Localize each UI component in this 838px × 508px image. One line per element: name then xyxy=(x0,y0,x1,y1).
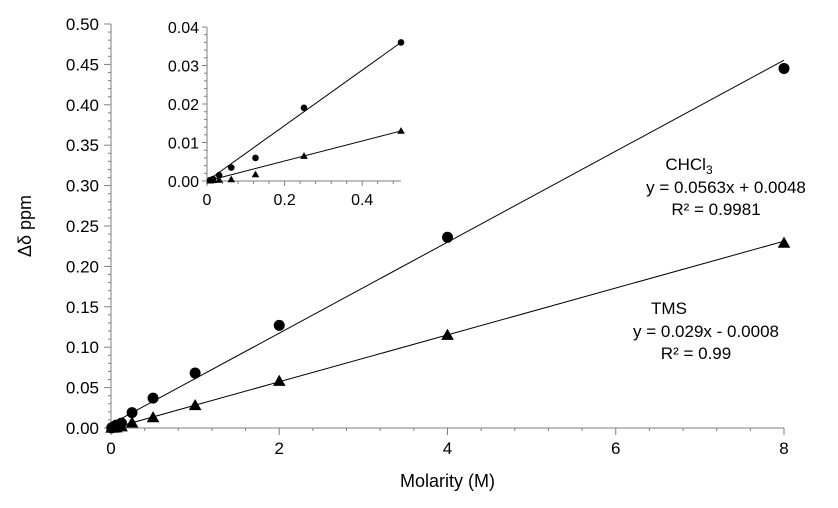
inset-point-tms xyxy=(227,175,236,183)
inset-y-tick-label: 0.03 xyxy=(168,59,199,76)
main-x-axis-title: Molarity (M) xyxy=(400,471,495,491)
main-point-chcl3 xyxy=(126,407,138,419)
inset-point-tms xyxy=(215,176,223,183)
annotation-chcl3-r2: R² = 0.9981 xyxy=(671,200,760,219)
main-y-tick-label: 0.25 xyxy=(66,217,99,236)
main-x-tick-label: 0 xyxy=(106,439,115,458)
inset-point-tms xyxy=(209,176,217,184)
main-y-tick-label: 0.10 xyxy=(66,338,99,357)
main-point-tms xyxy=(146,411,160,423)
main-y-tick-label: 0.40 xyxy=(66,96,99,115)
annotation-tms-r2: R² = 0.99 xyxy=(661,344,731,363)
inset-y-tick-label: 0.00 xyxy=(168,174,199,191)
main-y-tick-label: 0.15 xyxy=(66,298,99,317)
main-point-tms xyxy=(441,328,454,340)
main-point-tms xyxy=(125,416,139,428)
main-x-tick-label: 8 xyxy=(779,439,788,458)
main-point-chcl3 xyxy=(778,62,790,74)
inset-fit-line-chcl3 xyxy=(206,41,402,182)
main-y-tick-label: 0.00 xyxy=(66,419,99,438)
main-x-tick-label: 4 xyxy=(443,439,452,458)
inset-point-chcl3 xyxy=(397,39,405,46)
main-y-tick-label: 0.50 xyxy=(66,15,99,34)
annotation-tms-equation: y = 0.029x - 0.0008 xyxy=(633,322,779,341)
inset-point-tms xyxy=(251,170,260,178)
main-chart: 0.000.050.100.150.200.250.300.350.400.45… xyxy=(15,15,806,491)
inset-point-chcl3 xyxy=(252,154,259,162)
inset-point-tms xyxy=(397,127,405,134)
annotation-chcl3-name-base: CHCl xyxy=(665,155,706,174)
annotation-tms-name: TMS xyxy=(651,299,687,318)
inset-x-tick-label: 0.4 xyxy=(351,192,373,209)
main-y-tick-label: 0.20 xyxy=(66,257,99,276)
inset-point-chcl3 xyxy=(215,171,223,179)
annotation-chcl3-name-subscript: 3 xyxy=(706,163,713,177)
main-y-axis-title: Δδ ppm xyxy=(15,195,35,257)
main-point-tms xyxy=(777,236,791,248)
inset-chart: 0.00 0.01 0.02 0.03 0.04 0 0.2 0.4 xyxy=(168,20,405,209)
inset-y-tick-label: 0.01 xyxy=(168,136,199,153)
main-y-tick-label: 0.45 xyxy=(66,55,99,74)
main-x-tick-label: 2 xyxy=(275,439,284,458)
main-y-tick-label: 0.35 xyxy=(66,136,99,155)
main-point-tms xyxy=(188,399,202,411)
main-point-tms xyxy=(115,420,128,432)
inset-x-tick-label: 0.2 xyxy=(273,192,295,209)
inset-point-tms xyxy=(300,152,308,159)
main-y-tick-label: 0.30 xyxy=(66,177,99,196)
main-point-chcl3 xyxy=(147,392,159,404)
main-point-chcl3 xyxy=(189,367,201,379)
main-point-chcl3 xyxy=(442,231,453,243)
main-point-tms xyxy=(272,374,286,386)
inset-point-chcl3 xyxy=(300,104,308,112)
inset-y-tick-label: 0.04 xyxy=(168,20,199,37)
annotation-chcl3-equation: y = 0.0563x + 0.0048 xyxy=(646,178,806,197)
annotation-chcl3-name: CHCl3 xyxy=(665,155,713,177)
main-point-chcl3 xyxy=(273,319,285,331)
inset-point-chcl3 xyxy=(227,164,235,171)
main-y-tick-label: 0.05 xyxy=(66,379,99,398)
inset-y-tick-label: 0.02 xyxy=(168,97,199,114)
inset-x-tick-label: 0 xyxy=(203,192,212,209)
main-x-tick-label: 6 xyxy=(611,439,620,458)
